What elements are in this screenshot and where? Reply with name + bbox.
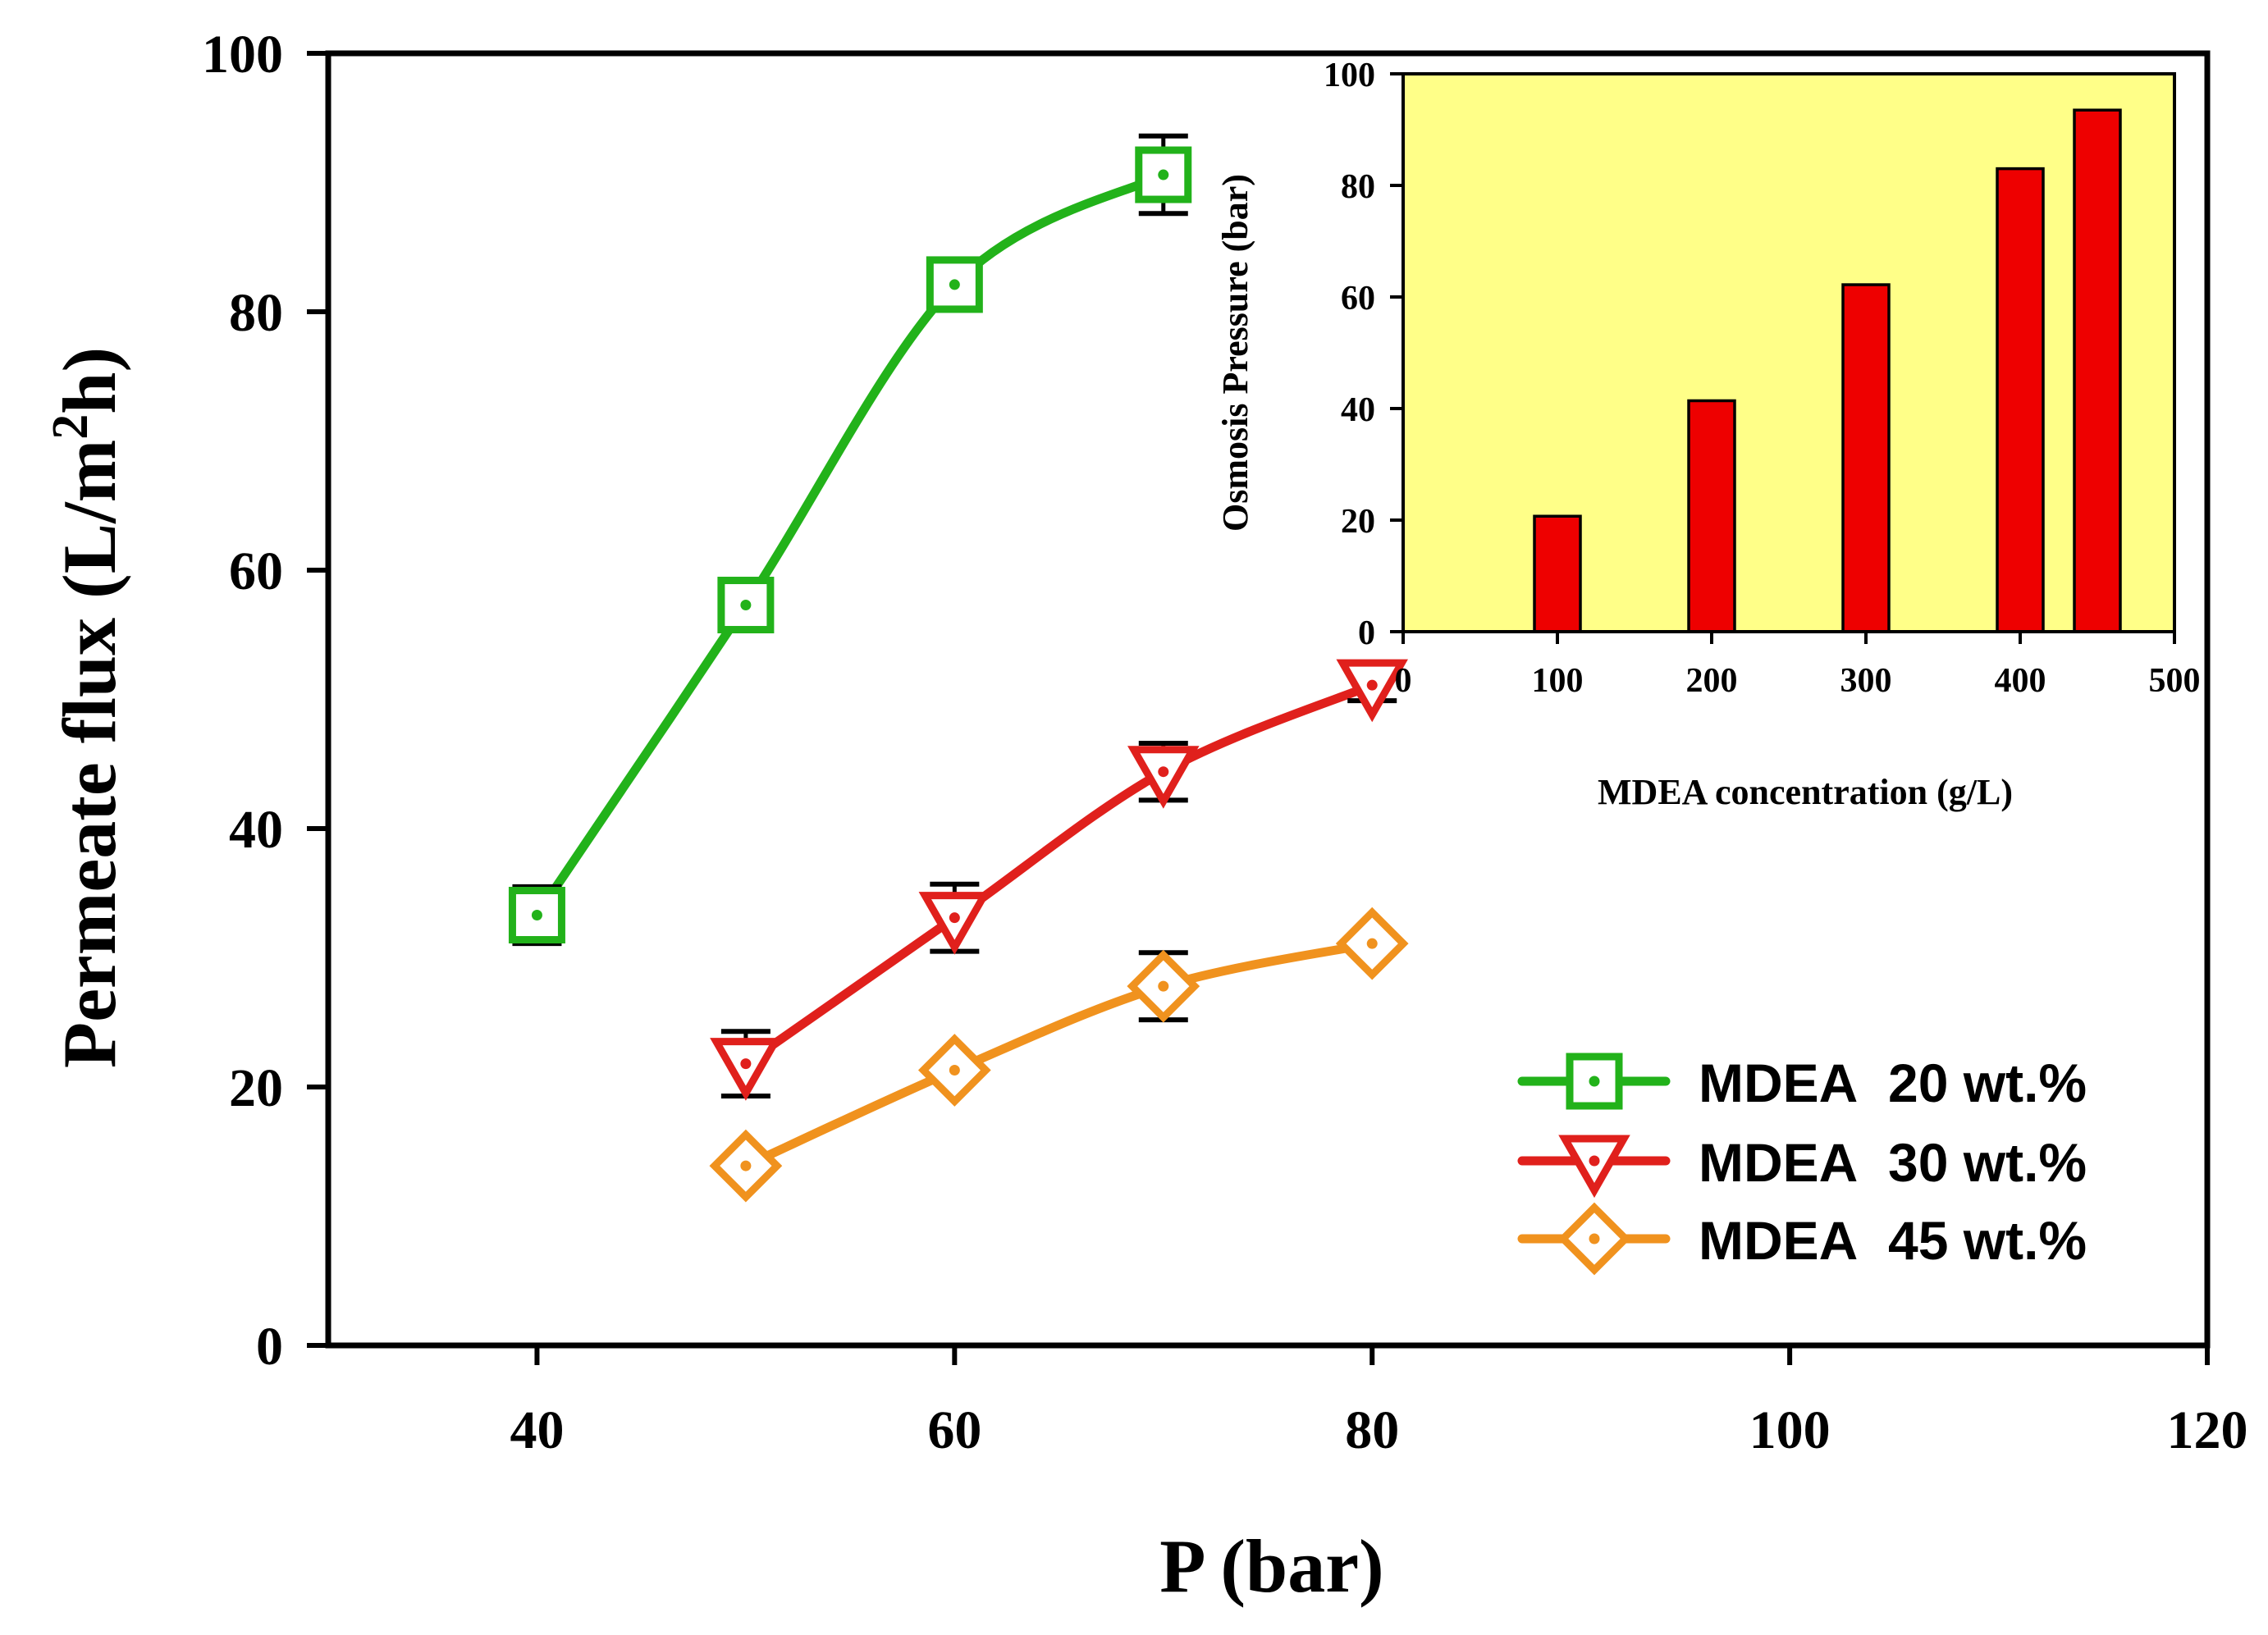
inset-frame bbox=[1401, 72, 2176, 633]
inset-y-tick-label: 0 bbox=[1358, 614, 1375, 652]
data-point-marker-center-dot bbox=[949, 912, 960, 924]
y-tick-label: 40 bbox=[229, 800, 283, 860]
inset-y-tick-label: 20 bbox=[1341, 503, 1375, 541]
legend-item-3: MDEA 45 wt.% bbox=[1517, 1202, 2087, 1276]
data-point-marker-center-dot bbox=[1366, 679, 1378, 691]
legend-label: MDEA 45 wt.% bbox=[1699, 1210, 2087, 1271]
x-tick-label: 60 bbox=[927, 1400, 981, 1460]
inset-bar bbox=[1533, 514, 1582, 633]
data-point-marker-center-dot bbox=[740, 1058, 752, 1070]
inset-x-tick-label: 0 bbox=[1395, 662, 1412, 700]
inset-x-tick-label: 100 bbox=[1532, 662, 1584, 700]
x-tick-label: 120 bbox=[2167, 1400, 2248, 1460]
legend-label: MDEA 20 wt.% bbox=[1699, 1053, 2087, 1113]
inset-x-axis-title: MDEA concentration (g/L) bbox=[1598, 772, 2013, 812]
inset-bar bbox=[1996, 167, 2045, 633]
legend-marker-center-dot bbox=[1589, 1233, 1600, 1245]
y-tick-label: 20 bbox=[229, 1058, 283, 1118]
inset-y-tick-label: 100 bbox=[1324, 57, 1375, 94]
inset-x-tick-label: 300 bbox=[1840, 662, 1892, 700]
series-line bbox=[741, 939, 1377, 1171]
series-line bbox=[532, 170, 1168, 920]
plot-frame bbox=[325, 50, 2211, 1349]
inset-y-tick-label: 40 bbox=[1341, 391, 1375, 429]
data-point-marker-center-dot bbox=[949, 1065, 960, 1076]
data-point-marker-center-dot bbox=[1366, 938, 1378, 949]
x-tick-label: 80 bbox=[1345, 1400, 1399, 1460]
inset-bar bbox=[1687, 399, 1736, 633]
series-2 bbox=[710, 659, 1408, 1101]
x-tick-label: 40 bbox=[510, 1400, 564, 1460]
inset-y-tick-label: 80 bbox=[1341, 168, 1375, 206]
inset-y-tick-label: 60 bbox=[1341, 280, 1375, 317]
y-tick-label: 0 bbox=[256, 1317, 283, 1377]
inset-plot: 0 100 200 300 400 500 0 20 40 60 80 100 MDEA concent… bbox=[1215, 57, 2201, 812]
y-tick-label: 100 bbox=[202, 25, 283, 84]
inset-bar bbox=[1841, 283, 1891, 633]
inset-x-tick-label: 400 bbox=[1995, 662, 2046, 700]
data-point-marker-center-dot bbox=[949, 279, 960, 290]
inset-x-tick-label: 200 bbox=[1686, 662, 1738, 700]
data-point-marker-center-dot bbox=[1158, 766, 1169, 778]
legend-marker-center-dot bbox=[1589, 1076, 1600, 1087]
legend-item-1: MDEA 20 wt.% bbox=[1517, 1053, 2087, 1113]
legend-item-2: MDEA 30 wt.% bbox=[1517, 1132, 2087, 1199]
series-1 bbox=[508, 133, 1192, 947]
series-line bbox=[741, 680, 1377, 1069]
data-point-marker-center-dot bbox=[531, 910, 542, 921]
data-point-marker-center-dot bbox=[1158, 169, 1169, 180]
inset-bar bbox=[2073, 108, 2122, 633]
series-3 bbox=[709, 907, 1409, 1203]
data-point-marker-center-dot bbox=[740, 600, 752, 611]
inset-plot-area bbox=[1401, 72, 2176, 633]
legend: MDEA 20 wt.% MDEA 30 wt.% MDEA 45 wt.% bbox=[1517, 1053, 2087, 1276]
legend-marker-center-dot bbox=[1589, 1155, 1600, 1167]
y-tick-label: 60 bbox=[229, 541, 283, 601]
x-axis-title: P (bar) bbox=[1159, 1524, 1383, 1608]
y-axis-title: Permeate flux (L/m2h) bbox=[43, 347, 131, 1068]
inset-x-tick-label: 500 bbox=[2149, 662, 2201, 700]
legend-label: MDEA 30 wt.% bbox=[1699, 1132, 2087, 1193]
inset-y-axis-title: Osmosis Pressure (bar) bbox=[1215, 174, 1255, 532]
main-plot: 40 60 80 100 120 0 20 40 60 80 100 P (bar) Permeate … bbox=[43, 25, 2248, 1608]
data-point-marker-center-dot bbox=[1158, 980, 1169, 992]
data-point-marker-center-dot bbox=[740, 1160, 752, 1171]
y-tick-label: 80 bbox=[229, 283, 283, 343]
x-tick-label: 100 bbox=[1749, 1400, 1831, 1460]
